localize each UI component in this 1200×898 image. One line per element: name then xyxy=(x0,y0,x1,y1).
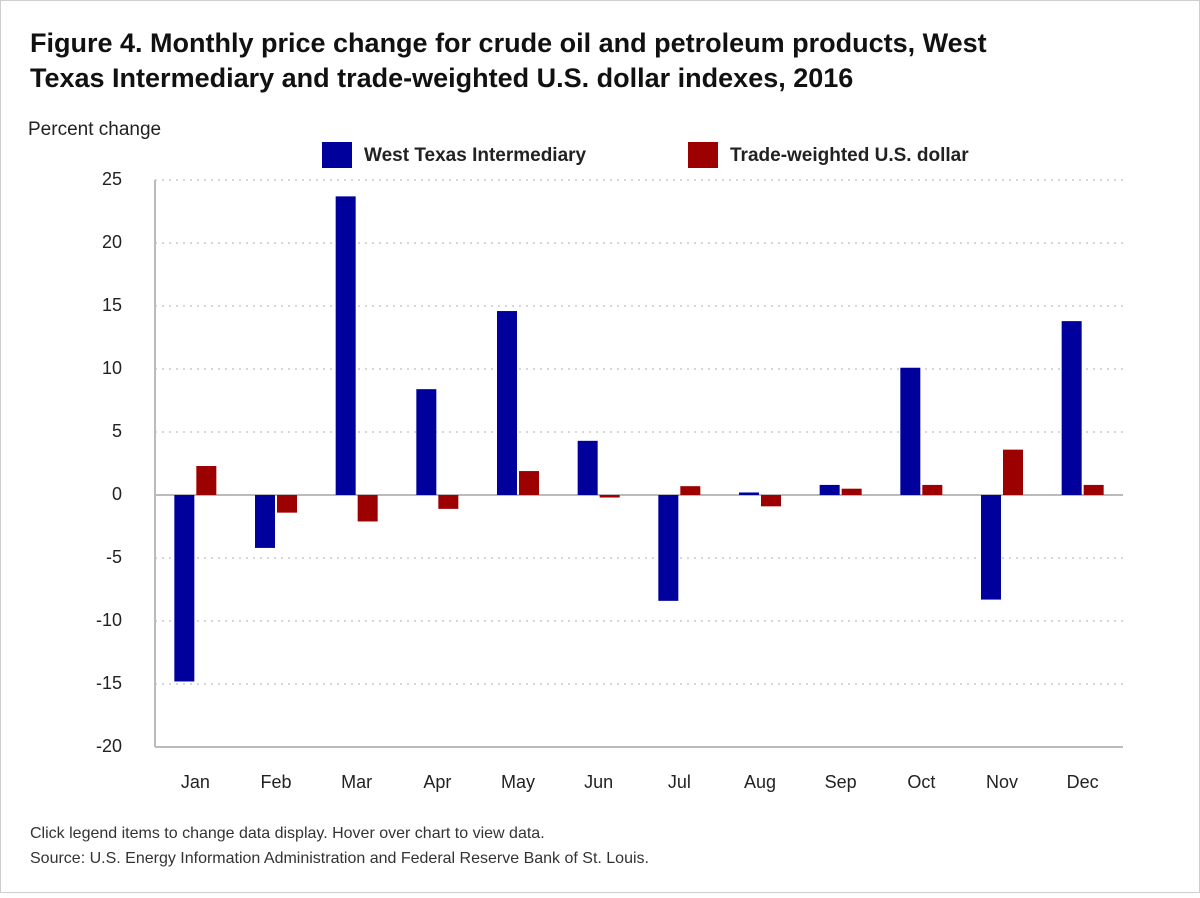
bar xyxy=(599,495,620,498)
x-tick-label: Jun xyxy=(584,772,613,792)
y-axis-title: Percent change xyxy=(28,119,161,140)
bar xyxy=(357,495,378,522)
chart-title: Texas Intermediary and trade-weighted U.… xyxy=(30,63,853,93)
x-tick-label: Nov xyxy=(986,772,1018,792)
bar xyxy=(438,495,459,509)
y-tick-label: -5 xyxy=(106,547,122,567)
y-tick-label: 25 xyxy=(102,169,122,189)
bar xyxy=(819,484,840,495)
bar xyxy=(519,471,539,495)
x-tick-label: Dec xyxy=(1067,772,1099,792)
bar xyxy=(841,488,862,495)
x-tick-label: Aug xyxy=(744,772,776,792)
y-tick-label: 15 xyxy=(102,295,122,315)
legend-swatch[interactable] xyxy=(688,142,718,168)
x-tick-label: May xyxy=(501,772,535,792)
bar xyxy=(1083,484,1104,495)
bar xyxy=(335,196,356,495)
legend-label[interactable]: West Texas Intermediary xyxy=(364,145,587,166)
x-tick-label: Mar xyxy=(341,772,372,792)
bar xyxy=(255,495,275,548)
bar xyxy=(1061,321,1082,495)
bar xyxy=(497,311,517,495)
x-tick-label: Feb xyxy=(260,772,291,792)
note: Source: U.S. Energy Information Administ… xyxy=(30,850,649,867)
bar xyxy=(900,367,921,495)
x-tick-label: Jan xyxy=(181,772,210,792)
y-tick-label: -20 xyxy=(96,736,122,756)
y-tick-label: -15 xyxy=(96,673,122,693)
note: Click legend items to change data displa… xyxy=(30,825,545,842)
bar xyxy=(922,484,943,495)
x-tick-label: Sep xyxy=(825,772,857,792)
y-tick-label: -10 xyxy=(96,610,122,630)
y-tick-label: 0 xyxy=(112,484,122,504)
bar xyxy=(577,440,598,495)
y-tick-label: 10 xyxy=(102,358,122,378)
x-tick-label: Apr xyxy=(423,772,451,792)
bar xyxy=(739,492,759,495)
bar xyxy=(761,495,781,507)
bar xyxy=(680,486,701,495)
y-tick-label: 20 xyxy=(102,232,122,252)
x-tick-label: Oct xyxy=(907,772,935,792)
bar xyxy=(416,389,437,495)
bar xyxy=(1003,449,1023,495)
bar xyxy=(277,495,297,513)
legend-label[interactable]: Trade-weighted U.S. dollar xyxy=(730,145,969,166)
bar xyxy=(196,466,217,495)
chart-title: Figure 4. Monthly price change for crude… xyxy=(30,28,987,58)
legend-swatch[interactable] xyxy=(322,142,352,168)
bar xyxy=(658,495,679,601)
y-tick-label: 5 xyxy=(112,421,122,441)
bar xyxy=(174,495,195,682)
x-tick-label: Jul xyxy=(668,772,691,792)
bar xyxy=(981,495,1001,600)
